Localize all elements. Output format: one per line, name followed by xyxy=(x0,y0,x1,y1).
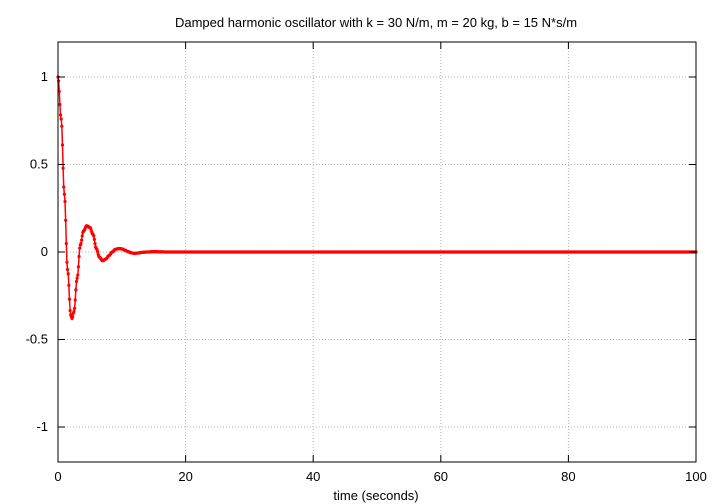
chart-title: Damped harmonic oscillator with k = 30 N… xyxy=(175,15,577,30)
data-point xyxy=(76,273,80,277)
x-tick-label: 60 xyxy=(434,469,448,484)
data-point xyxy=(64,241,68,246)
data-point xyxy=(77,254,81,259)
y-tick-label: -0.5 xyxy=(26,332,48,347)
data-point xyxy=(68,309,72,313)
x-axis-label: time (seconds) xyxy=(333,488,418,503)
data-point xyxy=(65,260,69,264)
data-point xyxy=(92,237,96,241)
data-point xyxy=(76,265,81,269)
data-point xyxy=(62,185,66,189)
data-point xyxy=(58,113,63,117)
x-tick-label: 80 xyxy=(561,469,575,484)
data-point xyxy=(67,283,71,287)
data-point xyxy=(93,242,97,246)
data-point xyxy=(72,309,76,314)
data-point xyxy=(95,249,100,254)
data-point xyxy=(62,192,66,196)
data-point xyxy=(75,276,79,280)
series-line xyxy=(57,76,696,321)
data-point xyxy=(79,242,83,246)
data-point xyxy=(78,246,82,250)
x-tick-label: 20 xyxy=(178,469,192,484)
data-point xyxy=(60,124,64,128)
data-point xyxy=(73,298,77,302)
data-point xyxy=(61,166,65,170)
x-tick-label: 0 xyxy=(54,469,61,484)
data-point xyxy=(67,297,72,301)
y-tick-label: -1 xyxy=(36,419,48,434)
data-point xyxy=(66,272,70,276)
data-point xyxy=(92,234,96,238)
data-point xyxy=(72,306,77,310)
data-point xyxy=(80,234,84,238)
data-point xyxy=(74,279,79,284)
x-tick-label: 40 xyxy=(306,469,320,484)
series-oscillator xyxy=(56,75,698,321)
data-point xyxy=(80,238,84,242)
tick-marks xyxy=(57,42,697,462)
data-point xyxy=(63,199,67,204)
y-tick-label: 0.5 xyxy=(30,157,48,172)
x-tick-label: 100 xyxy=(685,469,707,484)
data-point xyxy=(65,267,70,272)
data-point xyxy=(74,288,78,292)
data-point xyxy=(60,143,65,147)
tick-labels: 0 20 40 60 80 100 -1 -0.5 0 0.5 1 xyxy=(26,69,707,484)
data-point xyxy=(59,117,63,121)
data-point xyxy=(64,218,68,222)
data-point xyxy=(58,102,62,107)
data-point xyxy=(71,315,75,319)
y-tick-label: 0 xyxy=(41,244,48,259)
y-tick-label: 1 xyxy=(41,69,48,84)
